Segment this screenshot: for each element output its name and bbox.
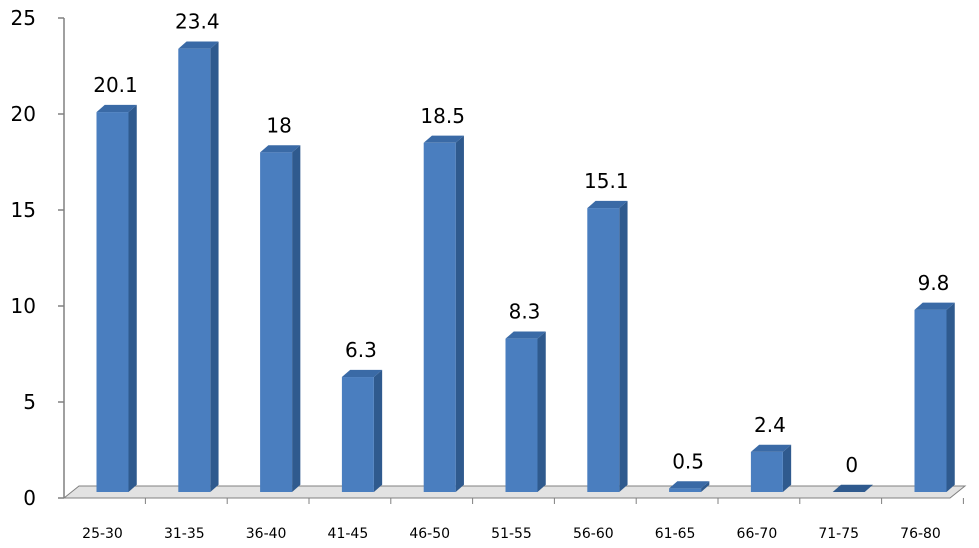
bar-front bbox=[587, 208, 620, 492]
bar bbox=[587, 200, 628, 492]
bar-top bbox=[505, 331, 546, 339]
bar-side bbox=[619, 200, 628, 492]
x-tick-label: 56-60 bbox=[573, 526, 614, 542]
bar-top bbox=[750, 444, 792, 452]
bar bbox=[423, 135, 464, 493]
x-tick-label: 25-30 bbox=[82, 526, 123, 542]
bar bbox=[178, 41, 219, 493]
x-tick-label: 41-45 bbox=[328, 526, 369, 542]
data-label: 20.1 bbox=[93, 73, 138, 97]
x-tick-label: 46-50 bbox=[409, 526, 450, 542]
bar bbox=[914, 302, 955, 492]
bar-front bbox=[669, 488, 702, 492]
data-label: 0.5 bbox=[672, 449, 704, 473]
bar bbox=[832, 484, 873, 492]
y-tick-label: 5 bbox=[23, 390, 36, 414]
bar-top bbox=[832, 484, 873, 492]
y-tick-label: 0 bbox=[23, 486, 36, 510]
bar bbox=[96, 104, 137, 492]
y-tick-label: 15 bbox=[11, 198, 36, 222]
data-label: 18.5 bbox=[420, 104, 465, 128]
bar-top bbox=[341, 369, 383, 378]
bar-front bbox=[505, 338, 538, 492]
bar-side bbox=[537, 331, 546, 492]
x-tick-label: 66-70 bbox=[737, 526, 778, 542]
data-label: 6.3 bbox=[345, 338, 377, 362]
x-tick-label: 51-55 bbox=[491, 526, 532, 542]
bar bbox=[505, 331, 546, 492]
bar-front bbox=[260, 152, 293, 492]
y-tick-label: 20 bbox=[11, 102, 36, 126]
bar-side bbox=[455, 135, 464, 492]
data-label: 15.1 bbox=[584, 169, 629, 193]
bar-top bbox=[178, 41, 219, 49]
bar-top bbox=[587, 200, 628, 209]
bar bbox=[669, 481, 710, 492]
data-label: 2.4 bbox=[754, 413, 786, 437]
bar-front bbox=[341, 377, 374, 492]
bar bbox=[750, 444, 792, 492]
bar-front bbox=[423, 142, 456, 493]
x-tick-label: 76-80 bbox=[900, 526, 941, 542]
y-tick-label: 10 bbox=[11, 294, 36, 318]
bar-side bbox=[782, 444, 792, 492]
bar-side bbox=[210, 41, 219, 493]
bar-front bbox=[96, 112, 129, 492]
data-label: 18 bbox=[266, 113, 291, 137]
bar-top bbox=[669, 481, 710, 489]
bar-front bbox=[178, 48, 211, 492]
bar-front bbox=[914, 309, 947, 492]
data-label: 23.4 bbox=[175, 10, 220, 34]
bar-side bbox=[292, 145, 301, 492]
bar-top bbox=[96, 104, 137, 113]
bar-side bbox=[946, 302, 955, 492]
data-label: 0 bbox=[845, 453, 858, 477]
bar-side bbox=[128, 104, 137, 492]
data-label: 8.3 bbox=[509, 300, 541, 324]
bar-top bbox=[260, 145, 301, 153]
bar bbox=[341, 369, 383, 492]
y-tick-label: 25 bbox=[11, 6, 36, 30]
bar-side bbox=[701, 481, 710, 492]
x-tick-label: 31-35 bbox=[164, 526, 205, 542]
data-label: 9.8 bbox=[918, 271, 950, 295]
bar-top bbox=[914, 302, 955, 310]
x-tick-label: 71-75 bbox=[818, 526, 859, 542]
bar-top bbox=[423, 135, 464, 143]
bar-front bbox=[750, 451, 783, 492]
bar bbox=[260, 145, 301, 492]
x-tick-label: 36-40 bbox=[246, 526, 287, 542]
bar-side bbox=[373, 369, 383, 492]
x-tick-label: 61-65 bbox=[655, 526, 696, 542]
